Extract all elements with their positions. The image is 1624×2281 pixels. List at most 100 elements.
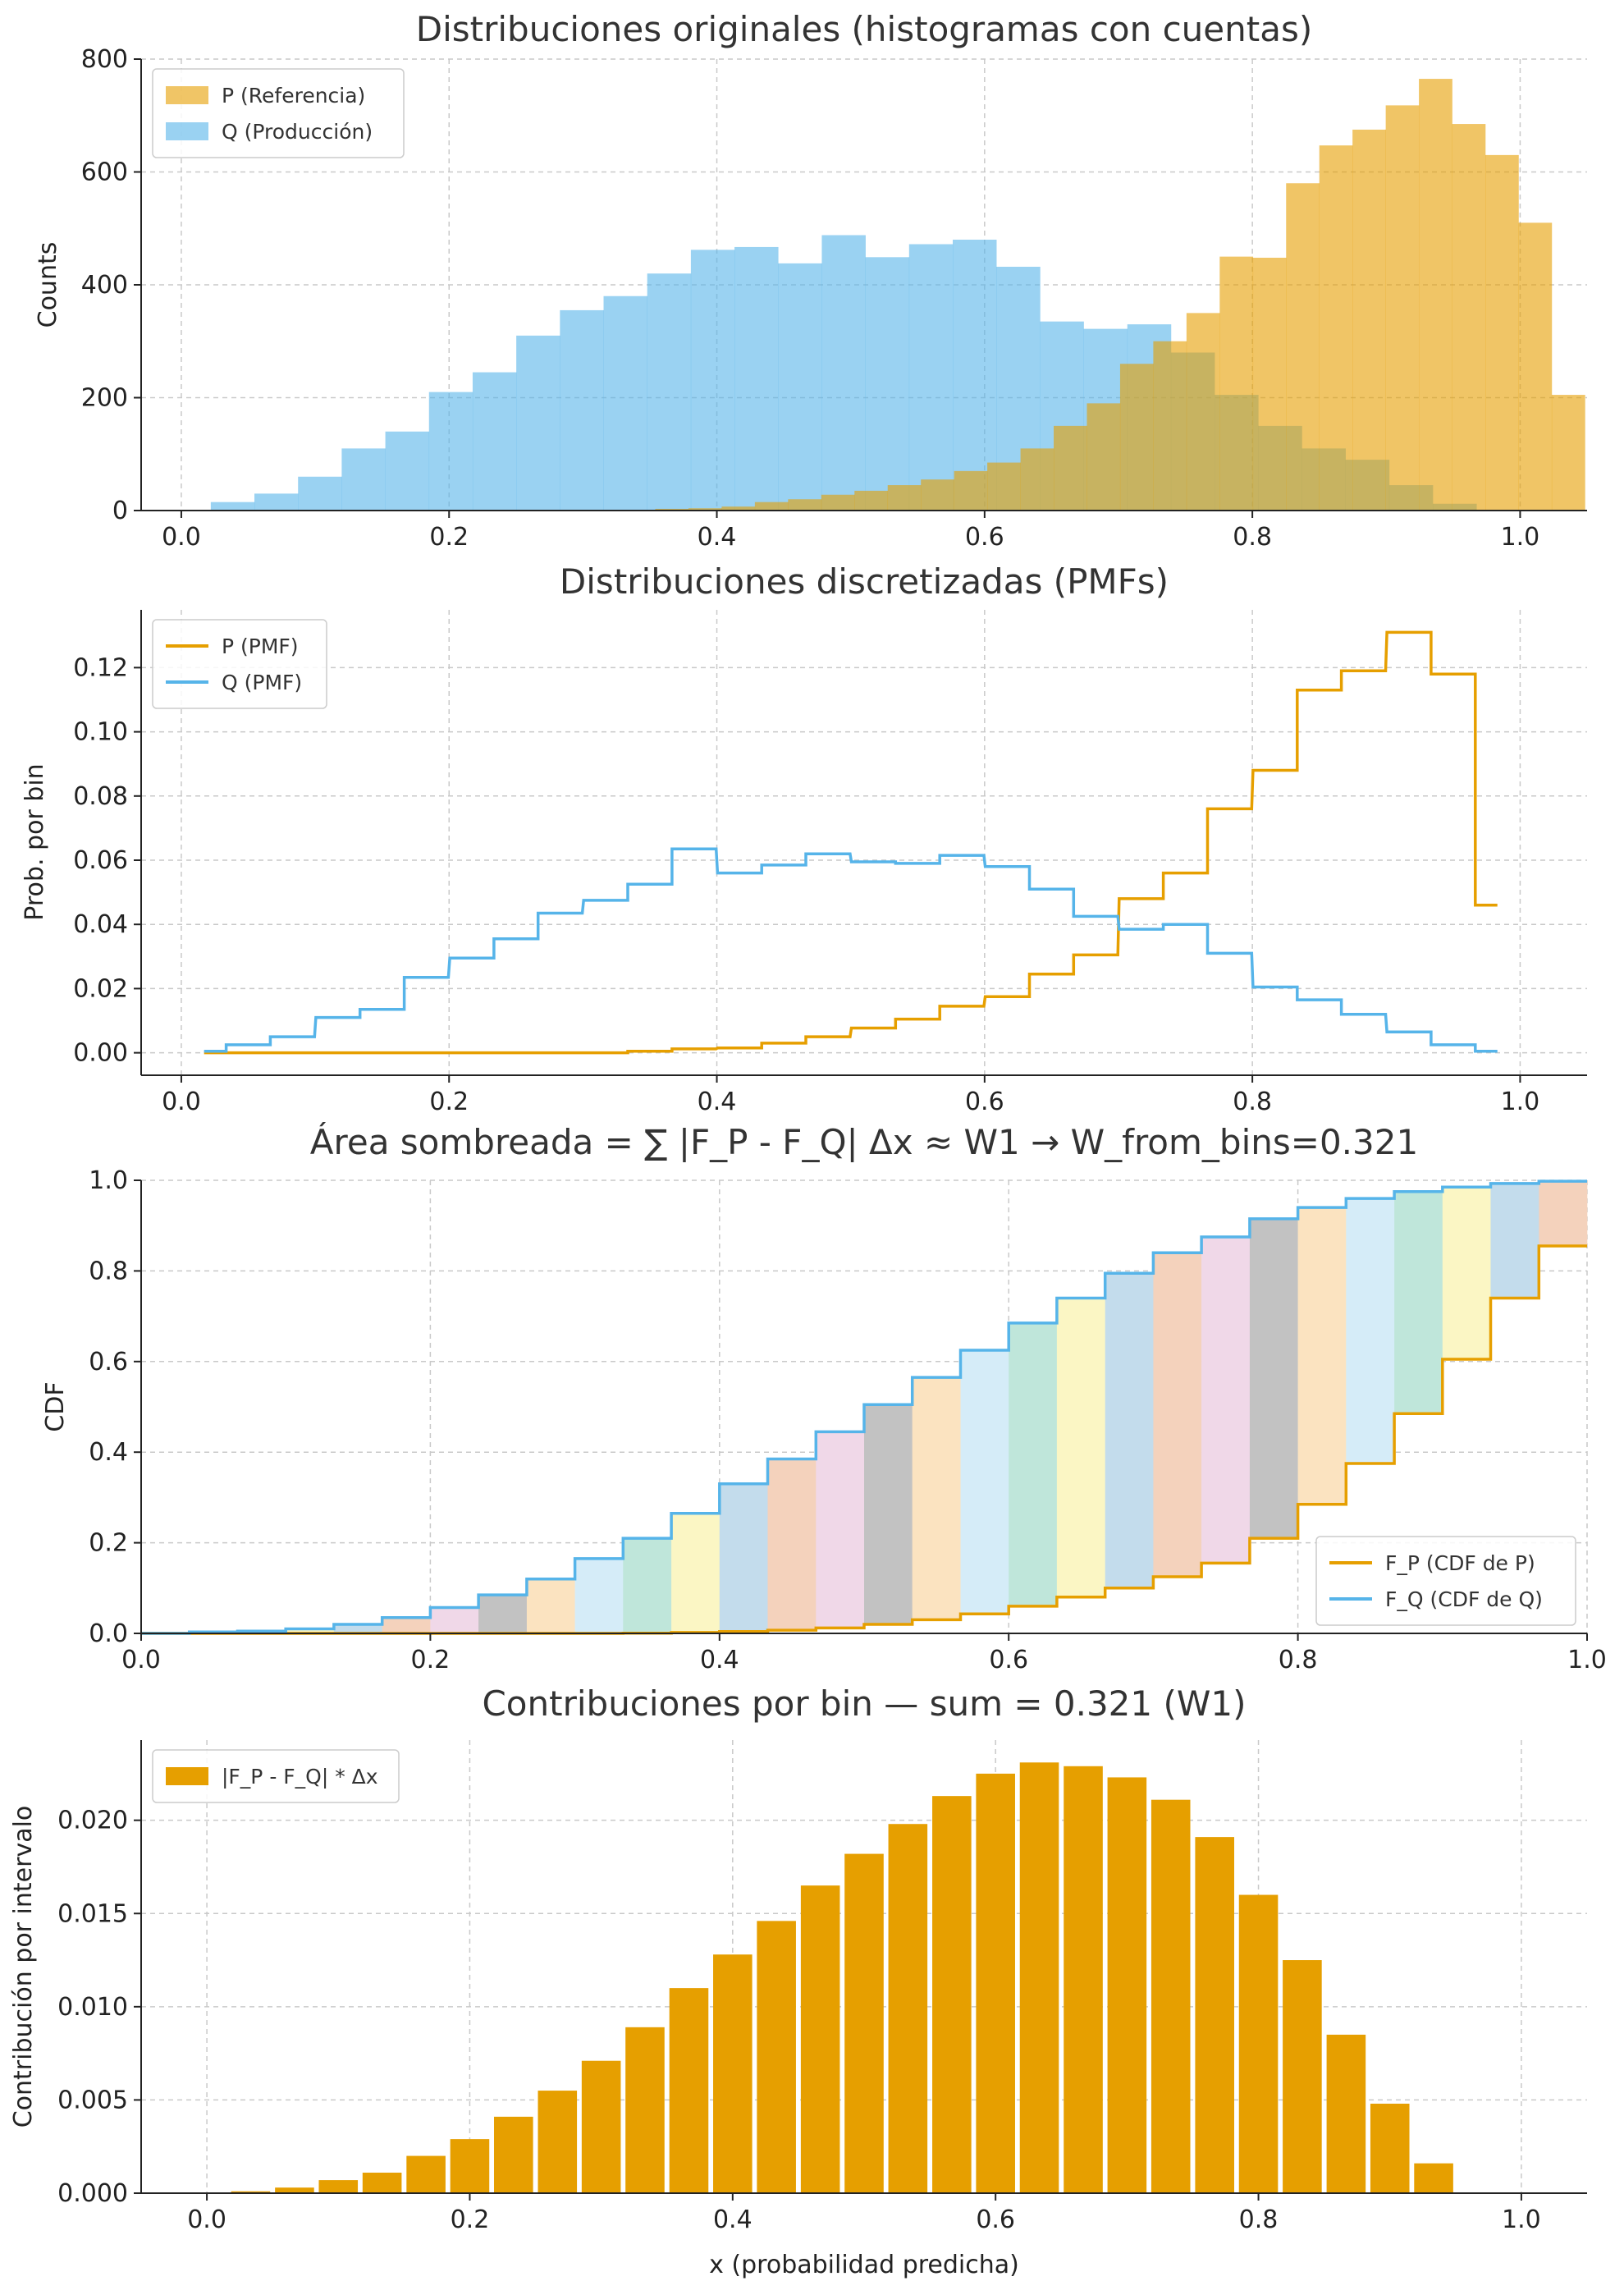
histogram-bar	[921, 479, 954, 511]
cdf-line	[141, 1179, 1587, 1635]
shaded-area	[1201, 1237, 1251, 1564]
x-tick-label: 0.0	[121, 1646, 161, 1674]
shaded-area	[864, 1404, 913, 1624]
y-tick-label: 0.08	[73, 782, 128, 811]
y-tick-label: 0.02	[73, 974, 128, 1003]
x-tick-label: 1.0	[1501, 523, 1540, 552]
legend-swatch	[166, 86, 208, 104]
contribution-bar	[1238, 1894, 1279, 2193]
contribution-bar	[318, 2180, 359, 2193]
x-tick-label: 0.8	[1279, 1646, 1318, 1674]
x-tick-label: 0.2	[451, 2205, 490, 2234]
contribution-bar	[1283, 1960, 1322, 2193]
legend-label: P (Referencia)	[222, 84, 365, 108]
histogram-bar	[954, 470, 988, 511]
contribution-bar	[406, 2155, 446, 2193]
shaded-area	[719, 1483, 768, 1632]
legend-box	[152, 68, 405, 158]
y-tick-label: 0.8	[89, 1257, 128, 1285]
histogram-bar	[1452, 124, 1486, 511]
histogram-bar	[655, 508, 689, 511]
shaded-area	[1346, 1198, 1395, 1463]
contribution-bar	[800, 1885, 840, 2193]
histogram-bar	[1518, 222, 1553, 511]
x-tick-label: 1.0	[1567, 1646, 1607, 1674]
shaded-area	[1539, 1181, 1588, 1247]
y-tick-label: 0.2	[89, 1529, 128, 1558]
contribution-bars	[231, 1762, 1453, 2193]
y-tick-label: 0.0	[89, 1619, 128, 1648]
histogram-bar	[1054, 425, 1087, 511]
histogram-bar	[908, 244, 954, 511]
shaded-area	[1394, 1191, 1443, 1414]
y-axis-label: Counts	[34, 242, 62, 328]
histogram-bar	[754, 502, 789, 511]
contribution-bar	[1019, 1762, 1059, 2193]
histogram-bar	[472, 372, 517, 511]
contribution-bar	[757, 1921, 796, 2193]
contribution-bar	[1414, 2163, 1453, 2193]
x-tick-label: 0.4	[700, 1646, 739, 1674]
pmf-line	[204, 630, 1498, 1055]
y-tick-label: 600	[81, 158, 128, 187]
x-axis-label: x (probabilidad predicha)	[709, 2251, 1019, 2279]
histogram-bar	[341, 448, 386, 511]
x-tick-label: 0.2	[429, 523, 469, 552]
histogram-bar	[298, 476, 342, 511]
y-gridlines	[141, 666, 1587, 1054]
contribution-bar	[932, 1796, 972, 2193]
histogram-bar	[865, 257, 910, 511]
histogram-bar	[788, 499, 822, 511]
histogram-bar	[1219, 256, 1254, 511]
histogram-bar	[987, 462, 1021, 511]
shaded-area	[382, 1617, 431, 1633]
histogram-bar	[647, 273, 692, 511]
shaded-area	[960, 1350, 1009, 1615]
histogram-bar	[1385, 105, 1420, 511]
shaded-area	[1442, 1187, 1491, 1360]
x-tick-label: 0.4	[698, 523, 737, 552]
contribution-bar	[669, 1988, 709, 2193]
y-axis-label: Contribución por intervalo	[9, 1806, 38, 2128]
x-tick-label: 0.8	[1233, 1088, 1272, 1116]
shaded-area	[671, 1513, 721, 1633]
cdf-panel: 0.0 0.2 0.4 0.6 0.8 1.0 0.0 0.2 0.4 0.6 0.8 1.0 Área…	[41, 1121, 1607, 1674]
contribution-bar	[362, 2173, 402, 2193]
chart-title: Distribuciones discretizadas (PMFs)	[560, 561, 1169, 602]
legend: F_P (CDF de P) F_Q (CDF de Q)	[1315, 1536, 1576, 1626]
shaded-area	[1490, 1183, 1539, 1299]
x-tick-label: 0.8	[1233, 523, 1272, 552]
pmf-panel: 0.0 0.2 0.4 0.6 0.8 1.0 0.00 0.02 0.04 0.06 0.08 0.…	[21, 561, 1587, 1116]
histogram-bar	[560, 309, 604, 511]
y-tick-label: 0.015	[57, 1899, 128, 1928]
contribution-bar	[888, 1824, 928, 2193]
legend-box	[152, 619, 327, 709]
shaded-area	[1009, 1322, 1058, 1606]
y-tick-label: 0.020	[57, 1807, 128, 1835]
x-tick-label: 0.6	[976, 2205, 1015, 2234]
x-tick-label: 0.0	[187, 2205, 226, 2234]
histogram-bar	[821, 494, 855, 511]
contribution-bar	[494, 2116, 533, 2193]
histogram-bar	[821, 235, 866, 511]
shaded-area	[1056, 1298, 1106, 1597]
x-tick-label: 0.0	[162, 523, 201, 552]
histogram-bar	[690, 250, 735, 511]
legend-label: |F_P - F_Q| * Δx	[222, 1765, 378, 1789]
y-tick-label: 0.06	[73, 846, 128, 875]
x-tick-label: 0.6	[965, 523, 1004, 552]
histogram-bar	[1186, 313, 1220, 511]
contribution-bar	[844, 1853, 884, 2193]
shaded-area	[623, 1538, 672, 1633]
y-tick-label: 0.00	[73, 1039, 128, 1068]
histogram-bar	[385, 431, 430, 511]
histogram-bar	[1020, 448, 1054, 511]
histogram-bar	[1286, 183, 1320, 511]
contribution-bar	[275, 2187, 314, 2193]
y-axis-label: Prob. por bin	[21, 763, 49, 920]
y-tick-label: 200	[81, 384, 128, 413]
contribution-bar	[1326, 2034, 1366, 2193]
y-tick-label: 0.010	[57, 1993, 128, 2022]
y-axis-label: CDF	[41, 1381, 70, 1431]
